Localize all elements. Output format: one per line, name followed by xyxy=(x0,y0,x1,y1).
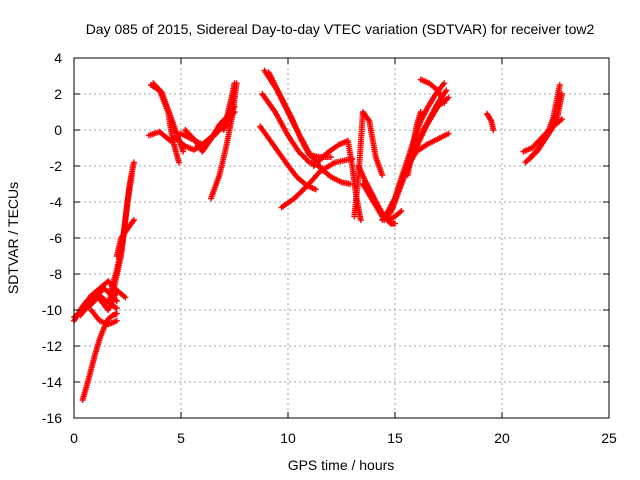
series-arc-6 xyxy=(79,310,120,403)
series-arc-36 xyxy=(526,82,563,162)
y-tick-label: -10 xyxy=(42,302,62,318)
data-marker-path xyxy=(417,76,448,106)
y-tick-label: 4 xyxy=(54,50,62,66)
series-arc-32 xyxy=(417,76,448,106)
y-tick-label: -4 xyxy=(50,194,63,210)
data-marker-path xyxy=(404,109,424,178)
x-tick-label: 25 xyxy=(601,430,617,446)
x-tick-label: 20 xyxy=(494,430,510,446)
y-tick-label: -12 xyxy=(42,338,62,354)
y-tick-label: -2 xyxy=(50,158,63,174)
x-tick-label: 15 xyxy=(387,430,403,446)
y-tick-label: -8 xyxy=(50,266,63,282)
data-marker-path xyxy=(79,310,120,403)
data-marker-path xyxy=(351,109,386,220)
y-tick-label: 2 xyxy=(54,86,62,102)
x-tick-label: 10 xyxy=(280,430,296,446)
series-arc-21 xyxy=(278,155,356,211)
y-tick-label: -16 xyxy=(42,410,62,426)
x-tick-label: 5 xyxy=(177,430,185,446)
series-arc-33 xyxy=(484,110,497,133)
x-axis-label: GPS time / hours xyxy=(288,457,395,473)
y-tick-label: 0 xyxy=(54,122,62,138)
data-marker-path xyxy=(526,82,563,162)
data-marker-path xyxy=(220,80,238,133)
data-points xyxy=(71,67,565,403)
ticks: 0 5 10 15 20 25 -16 -14 -12 -10 -8 -6 -4 -2 0 2 4 xyxy=(42,50,617,446)
y-tick-label: -14 xyxy=(42,374,62,390)
series-arc-31 xyxy=(404,109,424,178)
series-arc-9 xyxy=(113,217,137,259)
data-marker-path xyxy=(484,110,497,133)
data-marker-path xyxy=(113,217,137,259)
data-marker-path xyxy=(278,155,356,211)
series-arc-16 xyxy=(220,80,238,133)
data-marker-path xyxy=(259,91,324,169)
chart-title: Day 085 of 2015, Sidereal Day-to-day VTE… xyxy=(86,21,595,37)
x-tick-label: 0 xyxy=(70,430,78,446)
series-arc-23 xyxy=(351,109,386,220)
y-tick-label: -6 xyxy=(50,230,63,246)
series-arc-19 xyxy=(259,91,324,169)
y-axis-label: SDTVAR / TECUs xyxy=(5,182,21,294)
grid xyxy=(74,58,609,418)
